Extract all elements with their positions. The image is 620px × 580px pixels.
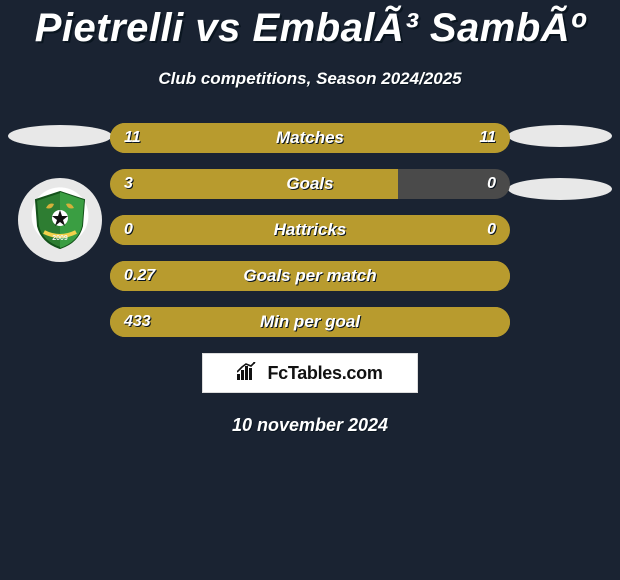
stat-label: Goals per match xyxy=(110,266,510,286)
stat-value-right: 11 xyxy=(479,129,496,147)
stats-container: 11Matches113Goals00Hattricks00.27Goals p… xyxy=(0,123,620,337)
comparison-subtitle: Club competitions, Season 2024/2025 xyxy=(0,69,620,89)
stat-row: 0Hattricks0 xyxy=(110,215,510,245)
stat-value-right: 0 xyxy=(487,221,496,239)
bar-chart-icon xyxy=(237,362,259,385)
snapshot-date: 10 november 2024 xyxy=(0,415,620,436)
branding-text: FcTables.com xyxy=(267,363,382,384)
stat-row: 0.27Goals per match xyxy=(110,261,510,291)
stat-value-right: 0 xyxy=(487,175,496,193)
stat-label: Matches xyxy=(110,128,510,148)
stat-row: 433Min per goal xyxy=(110,307,510,337)
stat-label: Hattricks xyxy=(110,220,510,240)
stat-label: Min per goal xyxy=(110,312,510,332)
stat-label: Goals xyxy=(110,174,510,194)
stat-row: 3Goals0 xyxy=(110,169,510,199)
branding-banner[interactable]: FcTables.com xyxy=(202,353,418,393)
stat-row: 11Matches11 xyxy=(110,123,510,153)
comparison-title: Pietrelli vs EmbalÃ³ SambÃº xyxy=(0,0,620,51)
